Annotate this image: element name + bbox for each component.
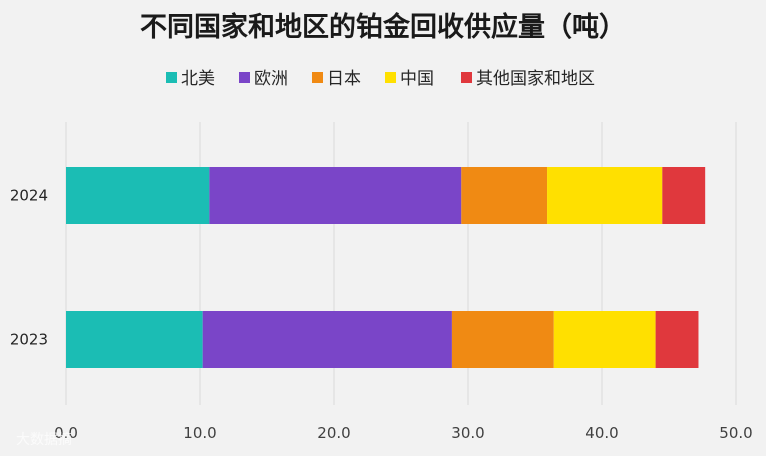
tick-labels: 0.0 10.0 20.0 30.0 40.0 50.0: [54, 424, 753, 442]
legend-label: 中国: [400, 69, 434, 89]
x-tick-label: 0.0: [54, 424, 78, 442]
bars: [66, 167, 706, 368]
bar-segment: [451, 311, 554, 368]
legend-label: 北美: [181, 69, 215, 89]
bar-segment: [202, 311, 452, 368]
legend-swatch: [239, 72, 250, 83]
x-tick-label: 10.0: [183, 424, 216, 442]
legend-label: 欧洲: [254, 69, 288, 89]
legend: 北美 欧洲 日本 中国 其他国家和地区: [166, 69, 595, 89]
watermark: 大数据摘: [16, 431, 72, 448]
category-labels: 2024 2023: [10, 187, 48, 349]
legend-swatch: [312, 72, 323, 83]
category-label: 2024: [10, 187, 48, 205]
bar-segment: [662, 167, 706, 224]
legend-swatch: [385, 72, 396, 83]
x-tick-label: 30.0: [451, 424, 484, 442]
x-tick-label: 50.0: [719, 424, 752, 442]
x-tick-label: 40.0: [585, 424, 618, 442]
chart-title: 不同国家和地区的铂金回收供应量（吨）: [140, 11, 626, 43]
bar-segment: [461, 167, 548, 224]
category-label: 2023: [10, 331, 48, 349]
legend-swatch: [461, 72, 472, 83]
legend-swatch: [166, 72, 177, 83]
bar-segment: [553, 311, 656, 368]
bar-segment: [66, 311, 203, 368]
bar-segment: [66, 167, 210, 224]
legend-label: 日本: [327, 69, 361, 89]
bar-segment: [547, 167, 663, 224]
x-tick-label: 20.0: [317, 424, 350, 442]
bar-segment: [209, 167, 462, 224]
legend-label: 其他国家和地区: [476, 69, 595, 89]
bar-segment: [655, 311, 699, 368]
